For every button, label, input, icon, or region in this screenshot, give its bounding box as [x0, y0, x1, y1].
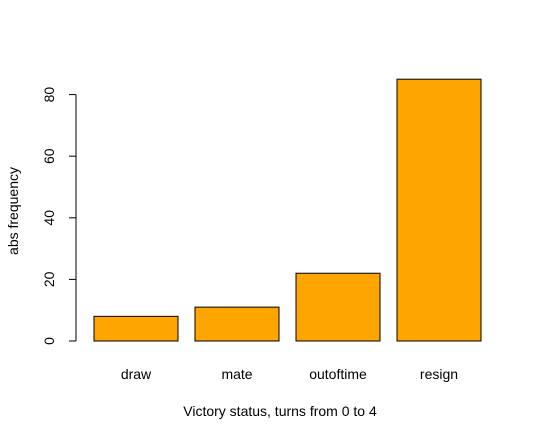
- y-tick-label-60: 60: [41, 148, 57, 164]
- y-axis-title: abs frequency: [5, 167, 21, 255]
- bar-draw: [93, 315, 179, 342]
- y-tick-label-0: 0: [41, 337, 57, 345]
- x-tick-label-resign: resign: [420, 366, 458, 382]
- x-tick-labels: draw mate outoftime resign: [121, 366, 458, 382]
- bars: [93, 78, 482, 342]
- x-tick-label-outoftime: outoftime: [309, 366, 367, 382]
- y-tick-label-40: 40: [41, 210, 57, 226]
- y-tick-label-80: 80: [41, 87, 57, 103]
- y-tick-label-20: 20: [41, 271, 57, 287]
- bar-outoftime: [295, 272, 381, 342]
- bar-mate: [194, 306, 280, 342]
- y-axis: 0 20 40 60 80: [41, 87, 77, 345]
- x-axis-title: Victory status, turns from 0 to 4: [183, 403, 377, 419]
- x-tick-label-draw: draw: [121, 366, 152, 382]
- bar-resign: [396, 78, 482, 342]
- x-tick-label-mate: mate: [221, 366, 252, 382]
